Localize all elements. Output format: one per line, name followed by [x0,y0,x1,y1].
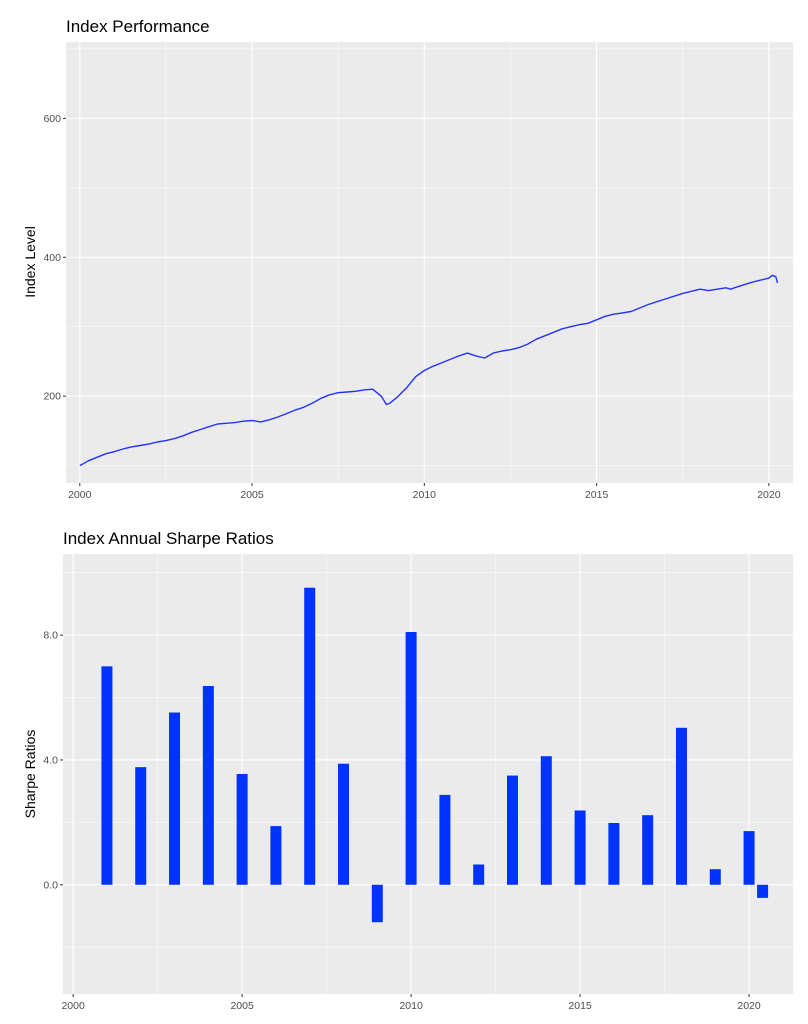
performance-y-tick-label: 600 [43,113,61,125]
sharpe-bar [743,831,755,885]
sharpe-bar [101,666,113,885]
sharpe-x-tick-label: 2015 [568,1000,592,1012]
index-level-line [79,274,779,467]
performance-x-tick-label: 2020 [757,489,781,501]
sharpe-y-axis-title: Sharpe Ratios [22,730,38,819]
sharpe-x-tick-label: 2005 [230,1000,254,1012]
sharpe-gridlines [63,554,793,994]
sharpe-bar [371,884,383,923]
sharpe-bar [304,587,316,885]
sharpe-bar [608,822,620,885]
sharpe-chart-title: Index Annual Sharpe Ratios [63,529,274,548]
performance-chart-title: Index Performance [66,17,210,36]
sharpe-bar [202,686,214,885]
performance-x-tick-label: 2005 [240,489,264,501]
sharpe-bar-layer [101,587,769,923]
sharpe-bar [169,712,181,885]
performance-y-tick-label: 400 [43,252,61,264]
sharpe-bar [338,763,350,885]
sharpe-y-tick-label: 0.0 [43,879,58,891]
sharpe-x-tick-label: 2000 [61,1000,85,1012]
sharpe-bar [270,826,282,885]
performance-chart: Index Performance 200 400 600 2000 2005 2010… [22,17,793,501]
performance-x-tick-label: 2010 [413,489,437,501]
sharpe-bar [236,774,248,885]
performance-line-layer [79,274,779,467]
performance-x-axis: 2000 2005 2010 2015 2020 [68,483,781,501]
sharpe-bar [473,864,485,885]
sharpe-bar [642,815,654,885]
sharpe-bar [135,767,147,885]
performance-y-tick-label: 200 [43,391,61,403]
sharpe-bar [439,794,451,885]
sharpe-bar [574,810,586,885]
performance-y-axis-title: Index Level [22,226,38,298]
performance-y-axis: 200 400 600 [43,113,66,403]
performance-plot-panel [66,42,793,483]
sharpe-bar [405,632,417,885]
sharpe-plot-panel [63,554,793,994]
sharpe-x-axis: 2000 2005 2010 2015 2020 [61,994,761,1012]
sharpe-bar [709,869,721,885]
performance-x-tick-label: 2015 [585,489,609,501]
performance-gridlines [66,42,793,483]
sharpe-bar [757,884,769,898]
sharpe-bar [540,756,552,885]
sharpe-y-tick-label: 8.0 [43,630,58,642]
sharpe-bar [675,727,687,885]
sharpe-y-axis: 0.0 4.0 8.0 [43,630,63,891]
sharpe-y-tick-label: 4.0 [43,754,58,766]
sharpe-bar [506,775,518,885]
performance-x-tick-label: 2000 [68,489,92,501]
sharpe-x-tick-label: 2020 [737,1000,761,1012]
sharpe-chart: Index Annual Sharpe Ratios 0.0 4.0 8.0 200… [22,529,793,1012]
sharpe-x-tick-label: 2010 [399,1000,423,1012]
